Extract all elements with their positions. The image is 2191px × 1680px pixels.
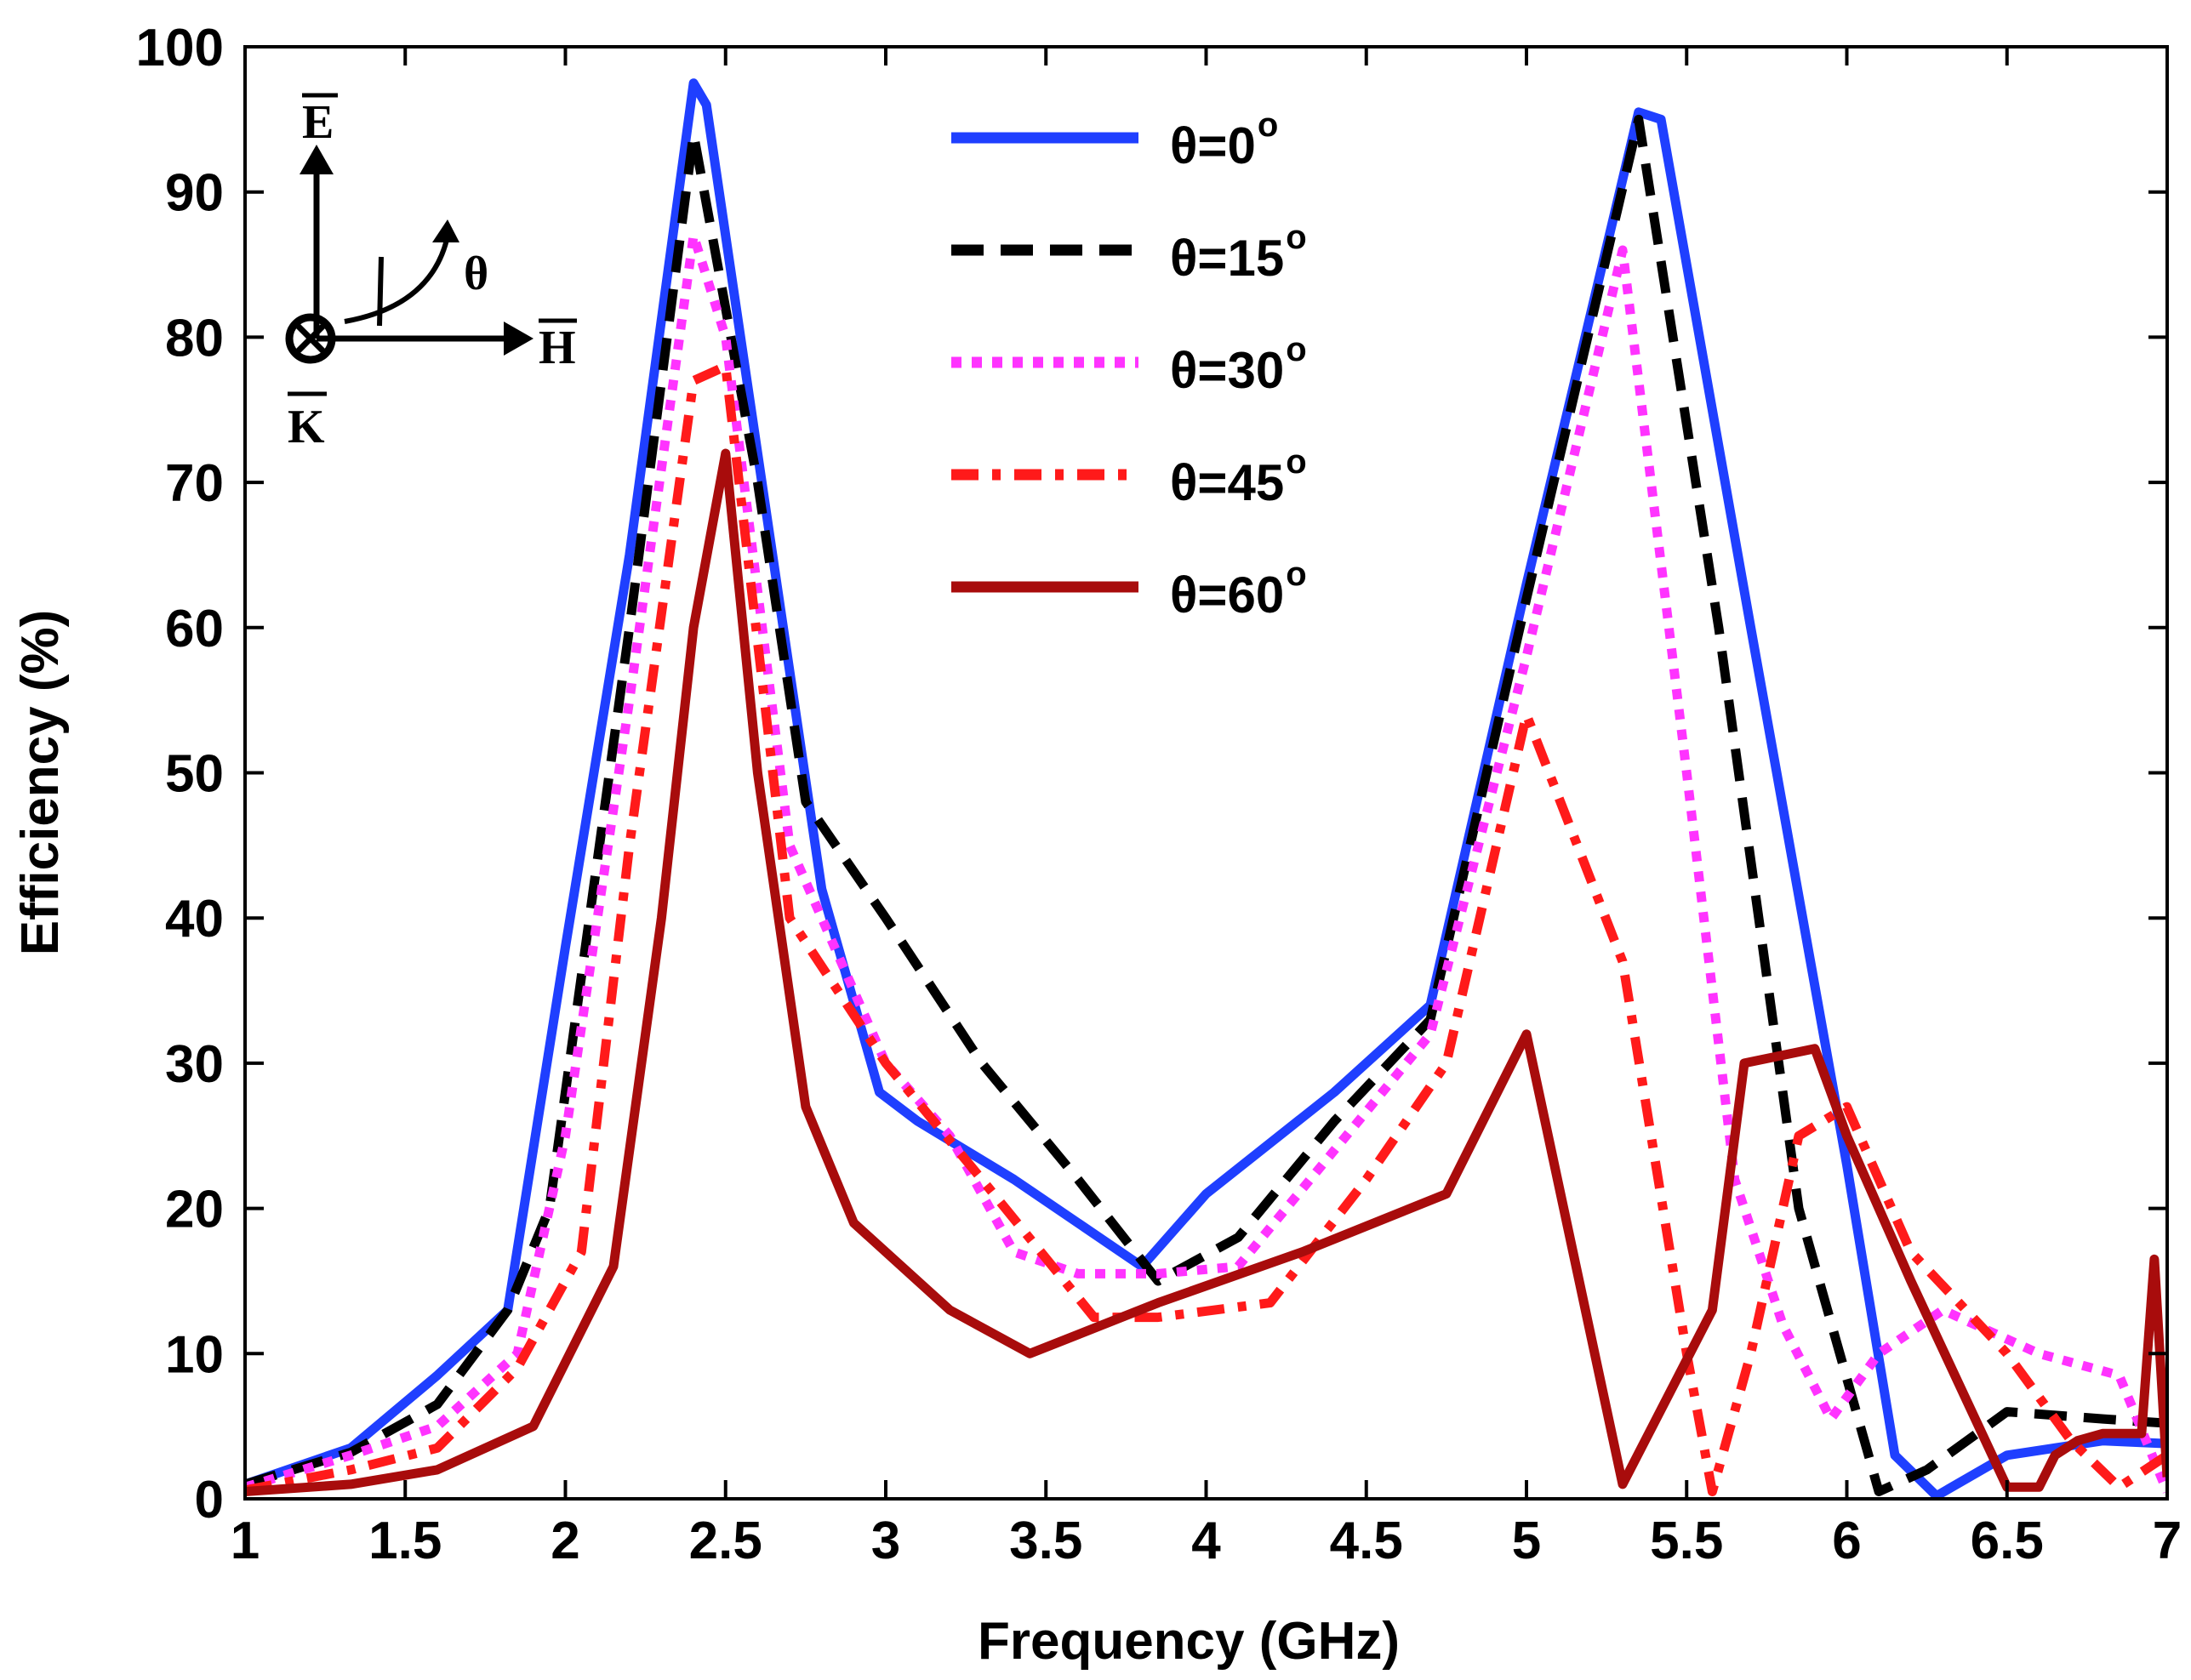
h-field-arrowhead [504,322,533,356]
theta-reference-tick [377,256,384,327]
legend-label-1: θ=0 [1170,117,1256,174]
legend-label-4: θ=45 [1170,454,1284,511]
x-tick-label: 6.5 [1971,1512,2044,1570]
legend-degree-superscript: o [1286,555,1306,593]
series-layer [245,78,2167,1499]
x-tick-label: 4 [1191,1512,1221,1570]
y-axis-title: Efficiency (%) [11,610,70,956]
x-tick-label: 2 [551,1512,579,1570]
x-axis-ticks: 1 1.5 2 2.5 3 3.5 4 4.5 5 5.5 6 6.5 7 [231,47,2182,1570]
legend-degree-superscript: o [1258,106,1278,144]
legend-label-2: θ=15 [1170,230,1284,287]
y-tick-label: 40 [165,890,224,948]
x-tick-label: 2.5 [689,1512,762,1570]
legend-degree-superscript: o [1286,443,1306,481]
y-tick-label: 70 [165,454,224,513]
k-field-label: K [288,401,325,453]
e-field-label: E [302,96,334,149]
series-line-2 [245,114,2167,1496]
k-field-circle-icon [285,313,336,364]
series-line-3 [245,231,2167,1494]
k-field-cross-b [295,323,326,354]
y-tick-label: 90 [165,164,224,223]
x-tick-label: 3 [871,1512,900,1570]
legend-degree-superscript: o [1286,219,1306,256]
y-tick-label: 100 [136,19,224,77]
y-tick-label: 10 [165,1325,224,1384]
y-axis-ticks: 0 10 20 30 40 50 60 70 80 90 100 [136,19,2167,1529]
x-tick-label: 1.5 [368,1512,442,1570]
y-tick-label: 50 [165,745,224,804]
legend: θ=0 oθ=15 oθ=30 oθ=45 oθ=60 o [951,106,1307,624]
x-tick-label: 4.5 [1330,1512,1403,1570]
y-tick-label: 30 [165,1035,224,1094]
legend-label-3: θ=30 [1170,342,1284,399]
e-field-arrowhead [300,145,334,174]
h-field-label: H [539,322,576,374]
x-tick-label: 5 [1512,1512,1541,1570]
x-axis-title: Frequency (GHz) [978,1612,1400,1671]
theta-rotation-arrowhead [432,219,459,242]
x-tick-label: 1 [231,1512,260,1570]
y-tick-label: 80 [165,309,224,367]
legend-degree-superscript: o [1286,331,1306,368]
y-tick-label: 20 [165,1181,224,1239]
y-tick-label: 60 [165,600,224,658]
x-tick-label: 5.5 [1650,1512,1723,1570]
x-tick-label: 6 [1832,1512,1861,1570]
y-tick-label: 0 [195,1471,224,1529]
legend-label-5: θ=60 [1170,567,1284,624]
field-orientation-inset: E H K θ [285,93,577,453]
x-tick-label: 3.5 [1009,1512,1082,1570]
theta-rotation-arc [344,239,449,324]
x-tick-label: 7 [2153,1512,2182,1570]
series-line-5 [245,448,2167,1496]
theta-label: θ [464,248,488,300]
